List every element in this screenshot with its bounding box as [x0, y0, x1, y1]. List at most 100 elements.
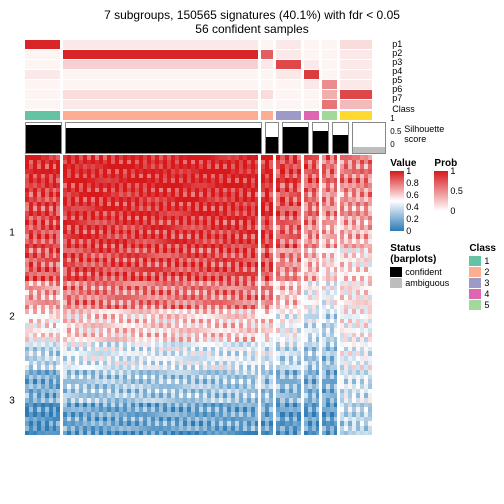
heatmap-group: [322, 155, 337, 435]
heatmap-group: [25, 155, 60, 435]
prob-label-p3: p3: [390, 58, 496, 67]
class-label: 1: [484, 256, 489, 266]
class-item-2: 2: [469, 267, 496, 277]
prob-cell: [25, 70, 60, 79]
silhouette-cell: [352, 122, 386, 154]
heatmap-group: [340, 155, 372, 435]
sil-tick-0: 0: [390, 140, 394, 149]
prob-cell: [261, 100, 273, 109]
legend-prob: Prob 10.50: [434, 158, 457, 231]
prob-cell: [340, 50, 372, 59]
prob-cell: [276, 90, 301, 99]
heatmap-group: [304, 155, 319, 435]
prob-cell: [261, 80, 273, 89]
prob-cell: [340, 90, 372, 99]
swatch: [469, 289, 481, 299]
prob-cell: [25, 100, 60, 109]
prob-row-p5: [25, 80, 386, 89]
prob-row-p3: [25, 60, 386, 69]
prob-cell: [25, 60, 60, 69]
status-label: confident: [405, 267, 442, 277]
prob-cell: [25, 90, 60, 99]
prob-cell: [304, 80, 319, 89]
legend-class: Class 12345: [469, 243, 496, 311]
silhouette-cell: [312, 122, 329, 154]
prob-cell: [261, 40, 273, 49]
sil-tick-05: 0.5: [390, 127, 401, 136]
heatmap: 123: [25, 155, 386, 435]
value-tick: 0: [406, 227, 411, 236]
value-tick: 1: [406, 167, 411, 176]
row-group-2: 2: [9, 312, 15, 323]
class-label: 2: [484, 267, 489, 277]
class-cell: [25, 111, 60, 120]
silhouette-cell: [282, 122, 309, 154]
swatch: [469, 267, 481, 277]
prob-cell: [276, 40, 301, 49]
prob-cell: [322, 60, 337, 69]
prob-cell: [261, 60, 273, 69]
prob-cell: [63, 100, 258, 109]
prob-gradient: 10.50: [434, 171, 448, 211]
prob-label-p6: p6: [390, 85, 496, 94]
annotation-labels: p1p2p3p4p5p6p7: [390, 40, 496, 103]
prob-cell: [261, 70, 273, 79]
right-column: p1p2p3p4p5p6p7 Class Silhouette score 1 …: [386, 40, 496, 435]
prob-label-p1: p1: [390, 40, 496, 49]
value-gradient: 10.80.60.40.20: [390, 171, 404, 231]
heat-area: 123: [25, 40, 386, 435]
prob-cell: [304, 40, 319, 49]
main-layout: 123 p1p2p3p4p5p6p7 Class Silhouette scor…: [8, 40, 496, 435]
prob-cell: [261, 90, 273, 99]
status-item-ambiguous: ambiguous: [390, 278, 449, 288]
legend-class-title: Class: [469, 243, 496, 254]
prob-cell: [340, 80, 372, 89]
prob-tick: 0.5: [450, 187, 463, 196]
value-tick: 0.2: [406, 215, 419, 224]
prob-label-p7: p7: [390, 94, 496, 103]
silhouette-label: Silhouette score: [404, 124, 444, 144]
class-label: Class: [390, 105, 496, 114]
prob-cell: [322, 100, 337, 109]
heatmap-group: [63, 155, 258, 435]
prob-row-p2: [25, 50, 386, 59]
swatch: [469, 300, 481, 310]
prob-cell: [304, 90, 319, 99]
silhouette-cell: [65, 122, 262, 154]
prob-cell: [261, 50, 273, 59]
class-cell: [322, 111, 337, 120]
legend-value: Value 10.80.60.40.20: [390, 158, 416, 231]
prob-cell: [304, 60, 319, 69]
prob-cell: [340, 70, 372, 79]
page-subtitle: 56 confident samples: [8, 22, 496, 36]
prob-tick: 0: [450, 207, 455, 216]
row-group-1: 1: [9, 228, 15, 239]
class-bar: [25, 111, 386, 120]
silhouette-cell: [25, 122, 62, 154]
prob-label-p2: p2: [390, 49, 496, 58]
swatch: [390, 267, 402, 277]
row-group-3: 3: [9, 396, 15, 407]
prob-cell: [322, 40, 337, 49]
class-cell: [304, 111, 319, 120]
class-item-3: 3: [469, 278, 496, 288]
prob-row-p1: [25, 40, 386, 49]
status-label: ambiguous: [405, 278, 449, 288]
class-item-4: 4: [469, 289, 496, 299]
class-label: 4: [484, 289, 489, 299]
prob-row-p7: [25, 100, 386, 109]
prob-cell: [63, 80, 258, 89]
class-item-5: 5: [469, 300, 496, 310]
page-title: 7 subgroups, 150565 signatures (40.1%) w…: [8, 8, 496, 22]
prob-cell: [322, 50, 337, 59]
silhouette-label-block: Silhouette score 1 0.5 0: [390, 116, 496, 146]
prob-cell: [276, 70, 301, 79]
prob-cell: [322, 70, 337, 79]
silhouette-block: [25, 122, 386, 152]
class-cell: [63, 111, 258, 120]
prob-cell: [276, 60, 301, 69]
prob-cell: [322, 90, 337, 99]
prob-cell: [340, 40, 372, 49]
value-tick: 0.6: [406, 191, 419, 200]
status-item-confident: confident: [390, 267, 449, 277]
